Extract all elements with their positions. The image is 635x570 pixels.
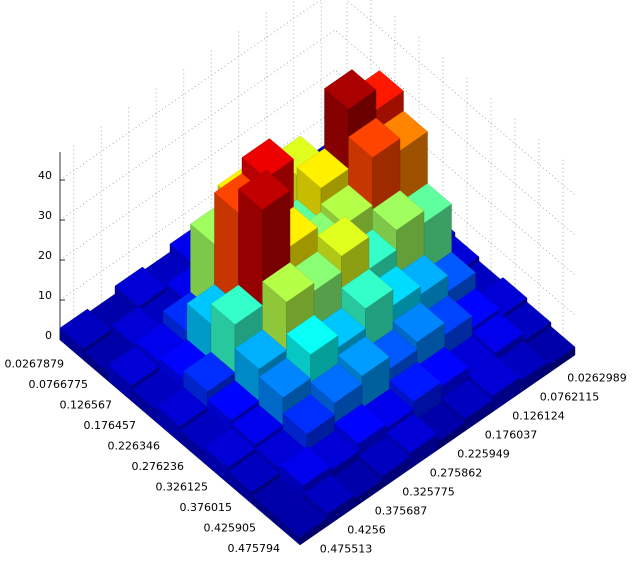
grid-line xyxy=(59,29,576,236)
bar-top xyxy=(389,361,442,402)
grid-line xyxy=(59,109,576,316)
x-tick-label: 0.126567 xyxy=(60,398,113,411)
bar-top xyxy=(203,427,256,468)
y-tick-label: 0.225949 xyxy=(457,448,510,461)
y-tick-label: 0.4256 xyxy=(347,524,386,537)
x-tick-label: 0.226346 xyxy=(108,439,161,452)
z-tick-label: 10 xyxy=(38,289,52,302)
bar-top xyxy=(183,351,236,392)
bar-top xyxy=(440,379,493,420)
bar-top xyxy=(317,216,370,257)
bar-top xyxy=(471,312,524,353)
x-tick-label: 0.425905 xyxy=(204,521,257,534)
bar-top xyxy=(262,262,315,303)
y-tick-label: 0.325775 xyxy=(402,486,455,499)
x-tick-label: 0.376015 xyxy=(180,501,233,514)
z-tick-label: 30 xyxy=(38,209,52,222)
grid-line xyxy=(59,69,576,276)
bar-top xyxy=(310,363,363,404)
bar-top xyxy=(59,308,112,349)
y-tick-label: 0.176037 xyxy=(485,429,538,442)
bar-top xyxy=(234,329,287,370)
bar-top xyxy=(210,284,263,325)
bar-top xyxy=(286,314,339,355)
bar-top xyxy=(324,69,377,110)
y-tick-label: 0.275862 xyxy=(430,467,483,480)
y-tick-label: 0.0262989 xyxy=(567,372,627,385)
x-tick-label: 0.0766775 xyxy=(29,378,89,391)
bar-top xyxy=(468,356,521,397)
bar-top xyxy=(207,380,260,421)
bar-top xyxy=(334,403,387,444)
y-tick-label: 0.0762115 xyxy=(540,391,600,404)
y-tick-label: 0.375687 xyxy=(375,505,428,518)
bar-top xyxy=(107,345,160,386)
bar-top xyxy=(275,497,328,538)
bar-top xyxy=(372,190,425,231)
x-tick-label: 0.326125 xyxy=(156,480,209,493)
x-tick-label: 0.176457 xyxy=(84,419,137,432)
z-tick-label: 0 xyxy=(45,329,52,342)
y-tick-label: 0.126124 xyxy=(512,410,565,423)
bar-top xyxy=(238,169,291,210)
bar-top xyxy=(385,413,438,454)
bar-top xyxy=(279,445,332,486)
bar-top xyxy=(392,302,445,343)
bar-top xyxy=(155,386,208,427)
x-tick-label: 0.276236 xyxy=(132,460,185,473)
bar-top xyxy=(282,394,335,435)
bar-top xyxy=(227,452,280,493)
bar-top xyxy=(231,404,284,445)
x-tick-label: 0.0267879 xyxy=(5,357,65,370)
z-tick-label: 40 xyxy=(38,169,52,182)
x-tick-label: 0.475794 xyxy=(228,542,281,555)
bar-top xyxy=(258,357,311,398)
grid-line xyxy=(59,0,576,196)
z-tick-label: 20 xyxy=(38,249,52,262)
bar-top xyxy=(337,336,390,377)
bar-top xyxy=(341,268,394,309)
bar-top xyxy=(303,474,356,515)
bar-top xyxy=(296,148,349,189)
bar-top xyxy=(348,117,401,158)
bar-top xyxy=(358,436,411,477)
y-tick-label: 0.475513 xyxy=(320,543,373,556)
